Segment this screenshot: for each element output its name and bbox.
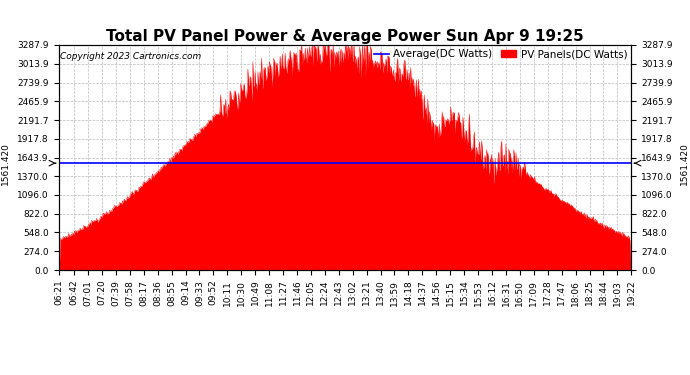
Text: 1561.420: 1561.420 [1,142,10,184]
Legend: Average(DC Watts), PV Panels(DC Watts): Average(DC Watts), PV Panels(DC Watts) [369,45,631,63]
Text: 1561.420: 1561.420 [680,142,689,184]
Title: Total PV Panel Power & Average Power Sun Apr 9 19:25: Total PV Panel Power & Average Power Sun… [106,29,584,44]
Text: Copyright 2023 Cartronics.com: Copyright 2023 Cartronics.com [60,52,201,61]
